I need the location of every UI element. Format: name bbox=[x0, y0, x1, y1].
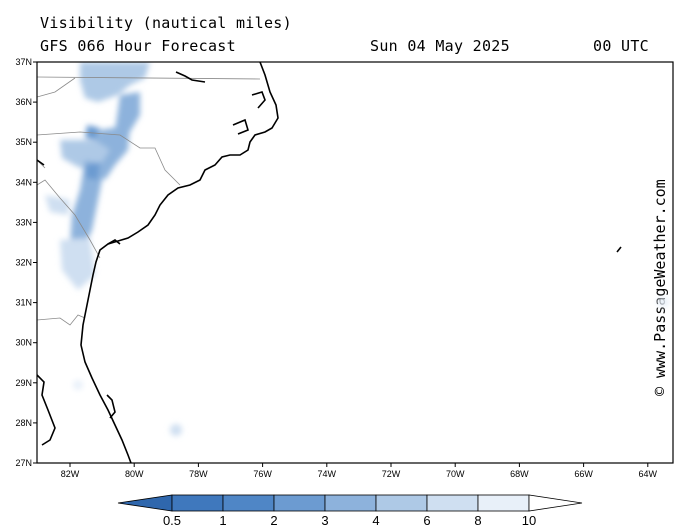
colorbar-segment bbox=[477, 494, 530, 512]
state-border bbox=[37, 76, 261, 80]
low-visibility-area bbox=[657, 297, 669, 307]
coastline bbox=[37, 62, 622, 463]
low-visibility-area bbox=[80, 62, 150, 102]
state-border bbox=[37, 314, 86, 326]
lat-tick-label: 27N bbox=[15, 458, 32, 468]
lat-tick-label: 36N bbox=[15, 97, 32, 107]
state-border bbox=[37, 179, 101, 259]
coastline-path bbox=[616, 246, 622, 253]
forecast-time: 00 UTC bbox=[593, 37, 649, 55]
lat-tick-label: 34N bbox=[15, 177, 32, 187]
coastline-path bbox=[80, 62, 279, 463]
low-visibility-area bbox=[115, 92, 140, 135]
low-visibility-area bbox=[85, 162, 100, 180]
coastline-path bbox=[37, 159, 45, 166]
low-visibility-area bbox=[70, 160, 105, 255]
forecast-date: Sun 04 May 2025 bbox=[370, 37, 510, 55]
low-visibility-area bbox=[85, 125, 100, 140]
state-border bbox=[37, 131, 181, 186]
low-visibility-area bbox=[73, 380, 83, 390]
low-visibility-area bbox=[45, 195, 70, 215]
colorbar-segment bbox=[426, 494, 479, 512]
state-borders bbox=[37, 76, 261, 326]
visibility-shading bbox=[45, 62, 669, 436]
colorbar-segment bbox=[375, 494, 428, 512]
lon-tick-label: 72W bbox=[382, 469, 401, 479]
forecast-subtitle: GFS 066 Hour Forecast bbox=[40, 37, 236, 55]
colorbar-high-extend bbox=[528, 494, 583, 512]
colorbar-segment bbox=[324, 494, 377, 512]
colorbar-label: 1 bbox=[219, 513, 226, 525]
colorbar-segment bbox=[171, 494, 224, 512]
low-visibility-area bbox=[60, 238, 95, 290]
coastline-path bbox=[107, 239, 121, 245]
lon-tick-label: 70W bbox=[446, 469, 465, 479]
lat-tick-label: 31N bbox=[15, 298, 32, 308]
lat-tick-label: 37N bbox=[15, 57, 32, 67]
state-border bbox=[37, 77, 76, 98]
coastline-path bbox=[37, 374, 56, 446]
lon-tick-label: 82W bbox=[61, 469, 80, 479]
low-visibility-area bbox=[170, 424, 182, 436]
colorbar-label: 4 bbox=[372, 513, 379, 525]
map-title: Visibility (nautical miles) bbox=[40, 14, 292, 32]
lon-tick-label: 78W bbox=[189, 469, 208, 479]
colorbar-label: 3 bbox=[321, 513, 328, 525]
lon-tick-label: 66W bbox=[574, 469, 593, 479]
colorbar-label: 0.5 bbox=[163, 513, 181, 525]
lon-tick-label: 74W bbox=[318, 469, 337, 479]
lat-tick-label: 30N bbox=[15, 338, 32, 348]
low-visibility-area bbox=[60, 140, 110, 168]
coastline-path bbox=[232, 118, 249, 135]
lat-tick-label: 35N bbox=[15, 137, 32, 147]
colorbar-label: 10 bbox=[522, 513, 536, 525]
colorbar-label: 8 bbox=[474, 513, 481, 525]
lon-tick-label: 64W bbox=[639, 469, 658, 479]
colorbar-segment bbox=[222, 494, 275, 512]
lat-tick-label: 33N bbox=[15, 217, 32, 227]
axis-ticks: 37N 36N 35N 34N 33N 32N 31N 30N 29N 28N 27N 82W 80W 7… bbox=[15, 57, 657, 479]
lat-tick-label: 32N bbox=[15, 258, 32, 268]
colorbar-segment bbox=[273, 494, 326, 512]
lat-tick-label: 29N bbox=[15, 378, 32, 388]
coastline-path bbox=[175, 71, 206, 83]
colorbar-label: 6 bbox=[423, 513, 430, 525]
coastline-path bbox=[251, 91, 266, 109]
lon-tick-label: 76W bbox=[253, 469, 272, 479]
colorbar-label: 2 bbox=[270, 513, 277, 525]
colorbar-low-extend bbox=[117, 494, 173, 512]
lat-tick-label: 28N bbox=[15, 418, 32, 428]
coastline-path bbox=[106, 394, 116, 419]
lon-tick-label: 80W bbox=[125, 469, 144, 479]
colorbar: 0.5 1 2 3 4 6 8 10 bbox=[117, 494, 583, 525]
lon-tick-label: 68W bbox=[510, 469, 529, 479]
